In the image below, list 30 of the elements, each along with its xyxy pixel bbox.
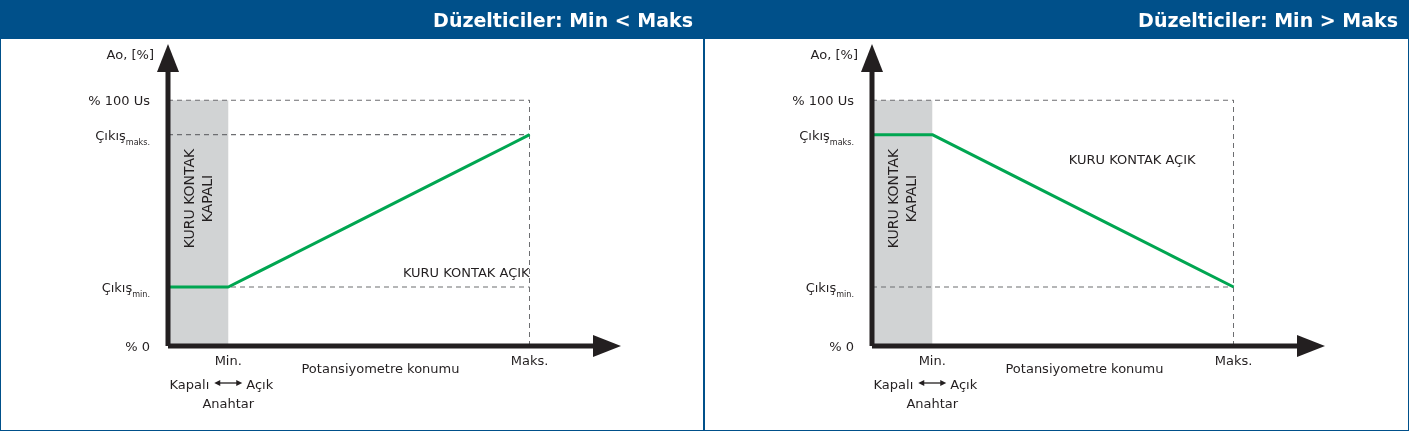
line-series bbox=[168, 133, 532, 289]
y-tick-label: % 100 Us bbox=[792, 93, 855, 109]
text: Anahtar bbox=[202, 396, 255, 411]
y-tick-label: % 0 bbox=[125, 339, 150, 354]
text: Açık bbox=[950, 377, 978, 392]
y-tick-label: Çıkış$_{min.}$ bbox=[805, 280, 854, 299]
y-axis-title: Ao, [%] bbox=[810, 47, 858, 62]
x-axis-title: Potansiyometre konumu bbox=[301, 361, 460, 376]
line-series bbox=[872, 133, 1236, 289]
text: Kapalı bbox=[169, 377, 210, 392]
series-label: KURU KONTAK KAPALI bbox=[181, 147, 216, 249]
annotation: KURU KONTAK AÇIK bbox=[1068, 152, 1197, 168]
x-tick-label: Min. bbox=[214, 353, 242, 369]
text: Anahtar bbox=[906, 396, 959, 411]
y-tick-label: Çıkış$_{min.}$ bbox=[101, 280, 150, 299]
y-tick-label: % 100 Us bbox=[88, 93, 151, 109]
chart-title: Düzelticiler: Min < Maks bbox=[1, 1, 703, 39]
x-tick-label: Maks. bbox=[510, 353, 549, 369]
text: Açık bbox=[246, 377, 274, 392]
y-tick-label: Çıkış$_{maks.}$ bbox=[95, 127, 150, 147]
annotation: KURU KONTAK AÇIK bbox=[402, 265, 531, 281]
chart-title: Düzelticiler: Min > Maks bbox=[705, 1, 1408, 39]
y-tick-label: Çıkış$_{maks.}$ bbox=[799, 127, 854, 147]
x-tick-label: Maks. bbox=[1214, 353, 1253, 369]
text: Kapalı bbox=[873, 377, 914, 392]
y-axis-title: Ao, [%] bbox=[106, 47, 154, 62]
series-label: KURU KONTAK KAPALI bbox=[885, 147, 920, 249]
y-tick-label: % 0 bbox=[829, 339, 854, 354]
x-axis-title: Potansiyometre konumu bbox=[1005, 361, 1164, 376]
x-tick-label: Min. bbox=[918, 353, 946, 369]
